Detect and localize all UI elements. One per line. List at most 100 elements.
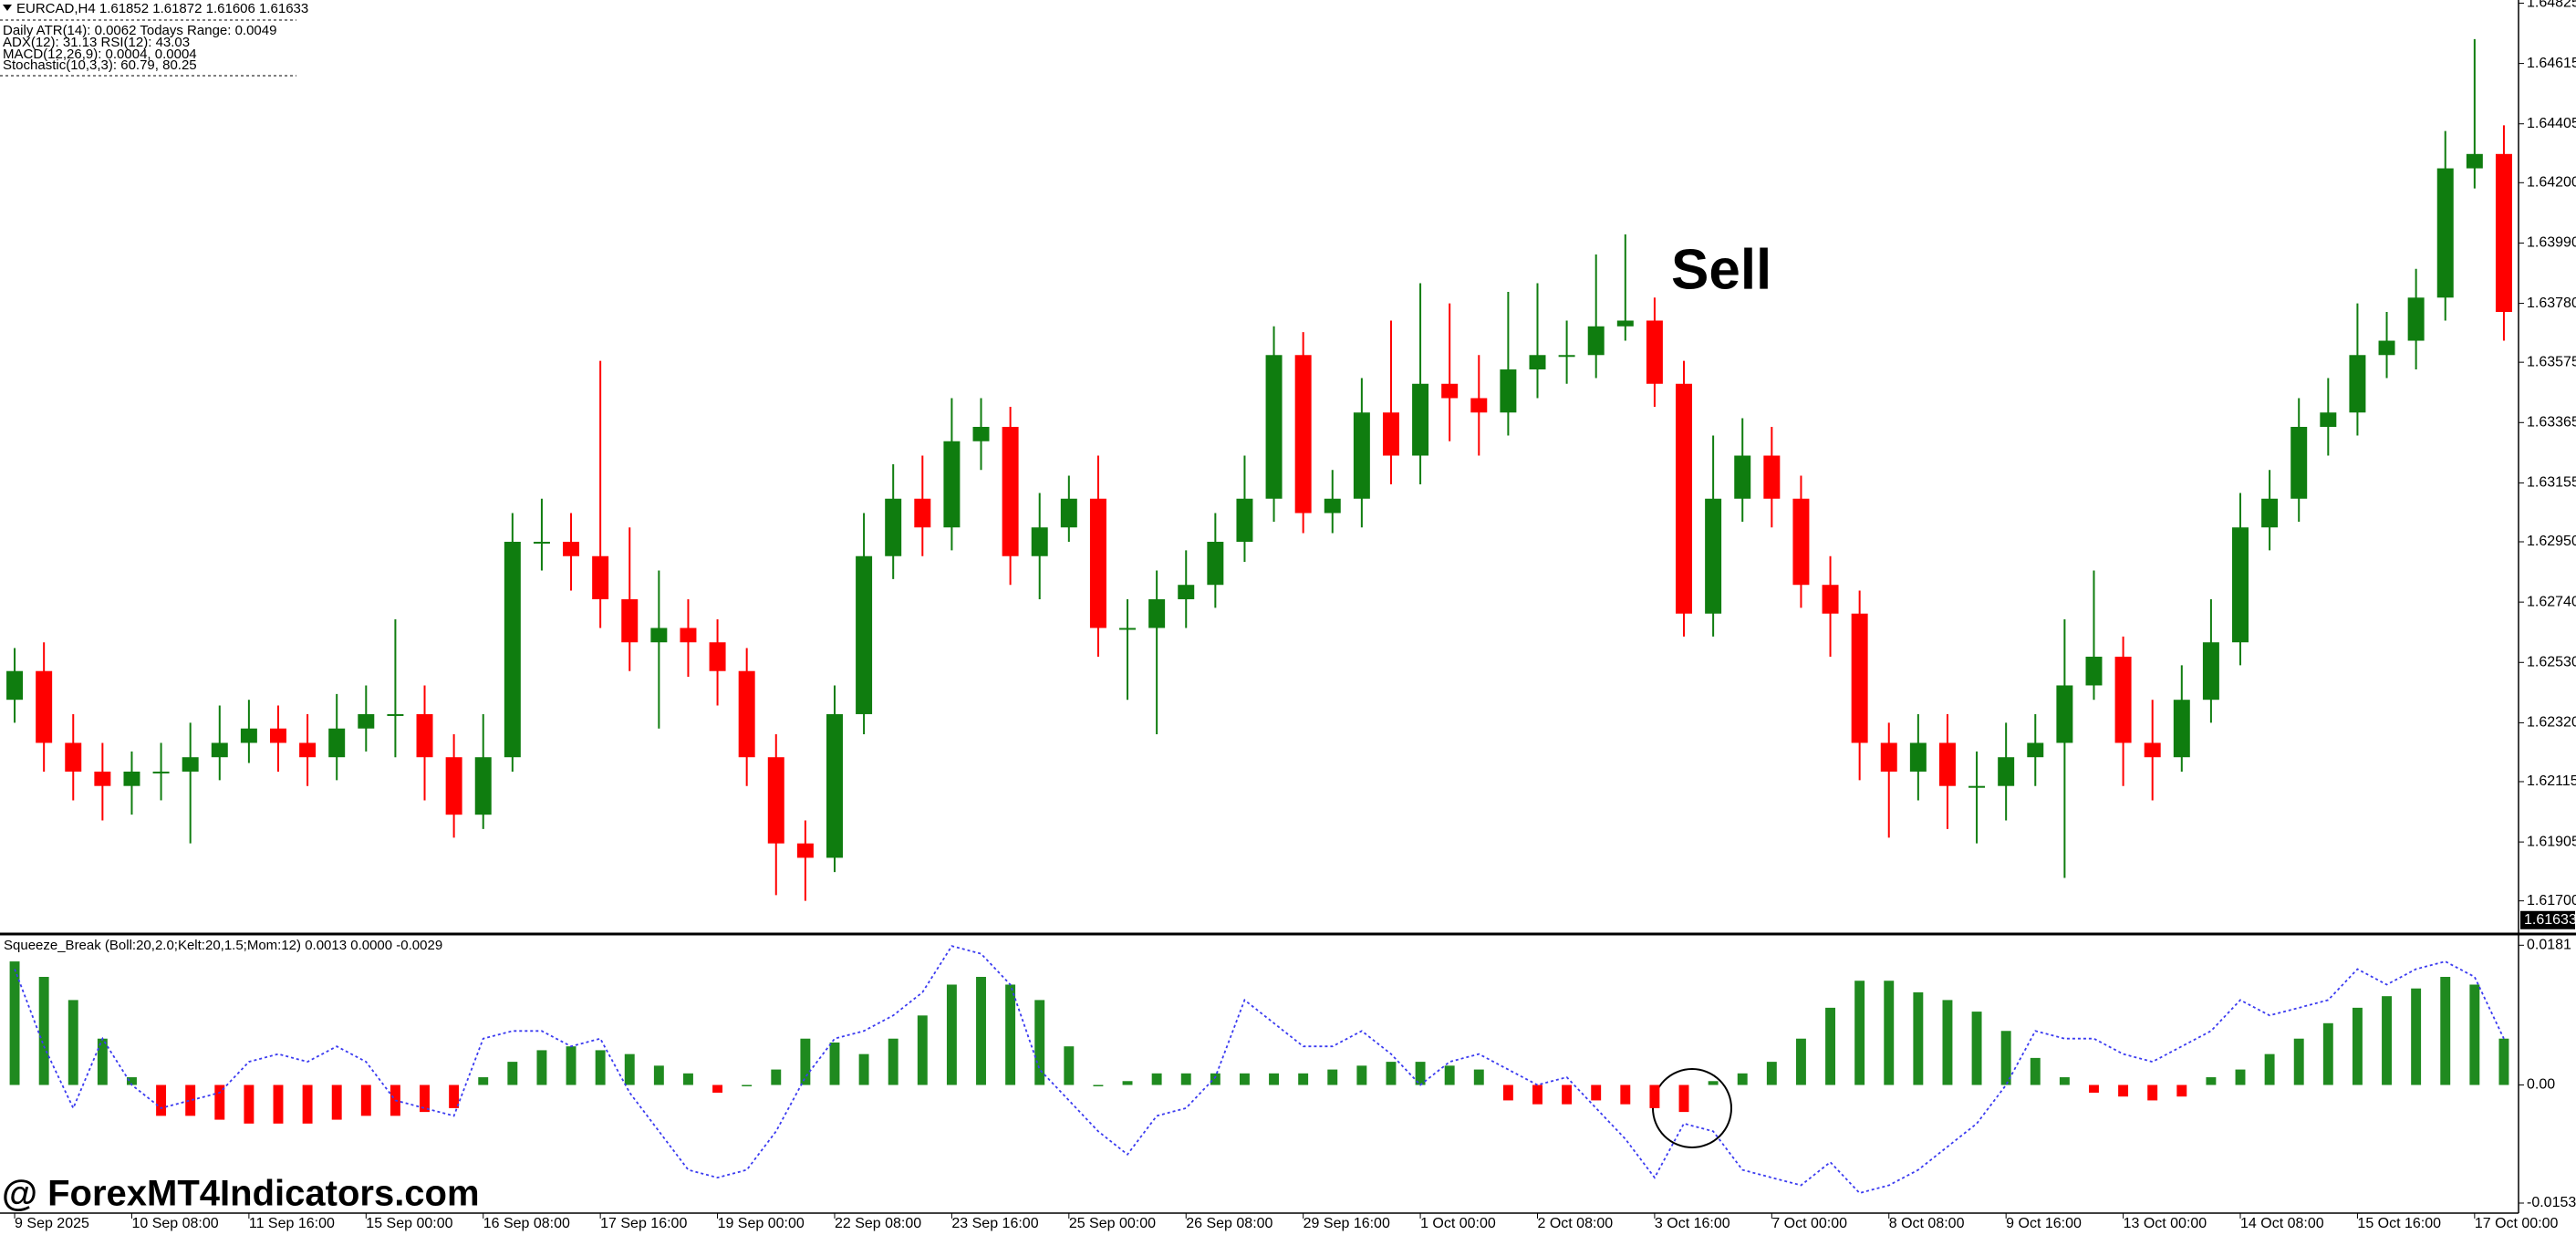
x-tick-label: 16 Sep 08:00 xyxy=(483,1216,570,1231)
squeeze-circle xyxy=(1652,1068,1732,1148)
x-tick-label: 8 Oct 08:00 xyxy=(1889,1216,1965,1231)
histogram-bar xyxy=(1737,1073,1748,1085)
x-tick-label: 3 Oct 16:00 xyxy=(1655,1216,1730,1231)
histogram-bar xyxy=(1122,1081,1133,1085)
candle-body xyxy=(1587,326,1605,356)
histogram-bar xyxy=(2000,1031,2011,1085)
candle-body xyxy=(621,598,639,643)
info-line: Daily ATR(14): 0.0062 Todays Range: 0.00… xyxy=(3,23,276,38)
histogram-bar xyxy=(1825,1007,1835,1085)
histogram-bar xyxy=(976,977,986,1085)
histogram-bar xyxy=(360,1085,371,1116)
y-tick-label: -0.0153 xyxy=(2527,1195,2576,1210)
candle-body xyxy=(2202,642,2219,701)
histogram-bar xyxy=(1356,1065,1367,1085)
x-tick-label: 9 Sep 2025 xyxy=(15,1216,89,1231)
header-arrow xyxy=(3,5,12,11)
x-tick-label: 2 Oct 08:00 xyxy=(1537,1216,1613,1231)
candle-body xyxy=(240,728,257,743)
x-tick-label: 17 Oct 00:00 xyxy=(2475,1216,2559,1231)
candle-body xyxy=(1441,383,1459,399)
y-tick-label: 1.64825 xyxy=(2527,0,2576,11)
candle-body xyxy=(796,843,814,858)
histogram-bar xyxy=(1795,1038,1806,1085)
y-tick-label: 0.00 xyxy=(2527,1077,2555,1093)
candle-body xyxy=(152,771,170,773)
histogram-bar xyxy=(1532,1085,1542,1105)
candle-body xyxy=(1968,785,1986,788)
candle-body xyxy=(1236,498,1253,542)
candle-body xyxy=(445,757,462,815)
candle-body xyxy=(1558,355,1575,358)
histogram-bar xyxy=(2322,1022,2333,1085)
candle-body xyxy=(1734,455,1751,499)
x-tick-label: 7 Oct 00:00 xyxy=(1771,1216,1847,1231)
candle-body xyxy=(2495,153,2512,313)
histogram-bar xyxy=(1239,1073,1250,1085)
histogram-bar xyxy=(478,1077,489,1085)
candle-body xyxy=(972,427,990,441)
y-tick-label: 1.62530 xyxy=(2527,654,2576,669)
histogram-bar xyxy=(2147,1085,2158,1101)
histogram-bar xyxy=(1064,1046,1075,1085)
histogram-bar xyxy=(771,1069,782,1085)
x-tick-label: 22 Sep 08:00 xyxy=(835,1216,921,1231)
histogram-bar xyxy=(244,1085,254,1124)
histogram-bar xyxy=(331,1085,342,1120)
histogram-bar xyxy=(420,1085,430,1113)
histogram-bar xyxy=(2498,1038,2509,1085)
histogram-bar xyxy=(2264,1053,2275,1085)
candle-body xyxy=(709,642,726,671)
histogram-bar xyxy=(1473,1069,1484,1085)
sell-annotation: Sell xyxy=(1671,238,1771,301)
candle-body xyxy=(36,670,53,743)
momentum-line xyxy=(14,945,2505,1195)
histogram-bar xyxy=(1005,984,1016,1085)
info-line: MACD(12,26,9): 0.0004, 0.0004 xyxy=(3,47,197,62)
histogram-bar xyxy=(38,977,49,1085)
candle-body xyxy=(2407,297,2425,341)
candle-body xyxy=(2144,742,2161,758)
histogram-bar xyxy=(1034,1000,1045,1085)
histogram-bar xyxy=(2235,1069,2246,1085)
histogram-bar xyxy=(2293,1038,2304,1085)
candle-body xyxy=(2085,656,2103,686)
candle-body xyxy=(1938,742,1956,786)
histogram-bar xyxy=(156,1085,167,1116)
candle-body xyxy=(2378,340,2395,356)
x-tick-label: 14 Oct 08:00 xyxy=(2240,1216,2324,1231)
x-tick-label: 10 Sep 08:00 xyxy=(131,1216,218,1231)
candle-body xyxy=(680,628,697,643)
x-tick-label: 29 Sep 16:00 xyxy=(1304,1216,1390,1231)
candle-body xyxy=(1851,613,1868,743)
candle-body xyxy=(1089,498,1106,628)
histogram-bar xyxy=(1415,1062,1426,1085)
candle-body xyxy=(1412,383,1429,456)
histogram-bar xyxy=(653,1065,664,1085)
candle-body xyxy=(1822,585,1839,614)
histogram-bar xyxy=(800,1038,811,1085)
histogram-bar xyxy=(2469,984,2480,1085)
candle-body xyxy=(1148,598,1166,628)
info-line: ADX(12): 31.13 RSI(12): 43.03 xyxy=(3,35,190,50)
candle-body xyxy=(826,713,843,858)
candle-body xyxy=(358,713,375,729)
candle-body xyxy=(2173,700,2190,758)
y-tick-label: 1.61905 xyxy=(2527,834,2576,849)
indicator-title: Squeeze_Break (Boll:20,2.0;Kelt:20,1.5;M… xyxy=(4,938,442,953)
histogram-bar xyxy=(712,1085,723,1093)
candle-body xyxy=(6,670,24,701)
candle-body xyxy=(2290,427,2308,499)
histogram-bar xyxy=(888,1038,898,1085)
x-tick-label: 13 Oct 00:00 xyxy=(2124,1216,2207,1231)
histogram-bar xyxy=(2352,1007,2363,1085)
x-tick-label: 15 Oct 16:00 xyxy=(2357,1216,2441,1231)
y-tick-label: 1.63990 xyxy=(2527,235,2576,251)
candle-body xyxy=(2320,412,2337,428)
histogram-bar xyxy=(566,1046,576,1085)
candle-body xyxy=(474,757,492,815)
y-tick-label: 1.63365 xyxy=(2527,415,2576,431)
candle-body xyxy=(1646,320,1663,384)
candle-body xyxy=(1500,369,1517,413)
